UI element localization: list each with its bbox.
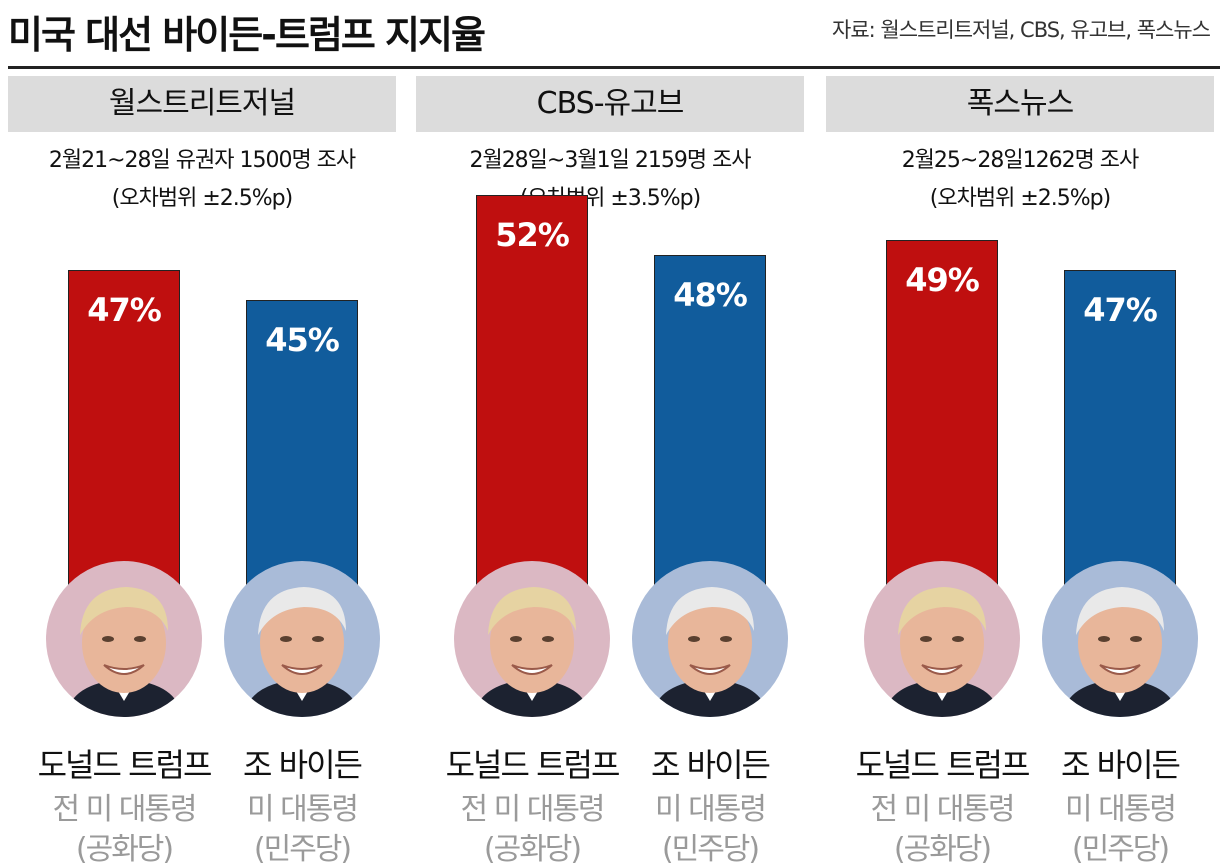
bar-value-label: 48% (673, 276, 748, 314)
chart-panel-3: 폭스뉴스 2월25~28일1262명 조사 (오차범위 ±2.5%p) 49% 도널드 … (826, 76, 1214, 867)
title-divider (8, 66, 1220, 69)
candidate-role: 전 미 대통령 (52, 792, 197, 827)
bar-value-label: 45% (265, 321, 340, 359)
bar-value-label: 52% (495, 216, 570, 254)
face-icon (244, 587, 360, 717)
chart-panel-2: CBS-유고브 2월28일~3월1일 2159명 조사 (오차범위 ±3.5%p) 5… (416, 76, 804, 867)
candidate-name: 조 바이든 (651, 746, 771, 784)
bar-value-label: 47% (87, 291, 162, 329)
margin-of-error: (오차범위 ±2.5%p) (929, 186, 1111, 211)
chart-title: 미국 대선 바이든-트럼프 지지율 (8, 13, 486, 57)
trump-portrait (454, 561, 610, 717)
candidate-role: 미 대통령 (655, 792, 767, 827)
bar-trump: 52% (476, 195, 588, 595)
candidate-name: 도널드 트럼프 (855, 746, 1031, 784)
face-icon (66, 587, 182, 717)
candidate-name: 도널드 트럼프 (445, 746, 621, 784)
candidate-name: 조 바이든 (1061, 746, 1181, 784)
survey-details: 2월28일~3월1일 2159명 조사 (469, 148, 751, 173)
biden-portrait (224, 561, 380, 717)
margin-of-error: (오차범위 ±2.5%p) (111, 186, 293, 211)
chart-panel-1: 월스트리트저널 2월21~28일 유권자 1500명 조사 (오차범위 ±2.5%p… (8, 76, 396, 867)
bar-value-label: 49% (905, 261, 980, 299)
candidate-party: (민주당) (661, 832, 760, 867)
biden-portrait (632, 561, 788, 717)
candidate-party: (민주당) (253, 832, 352, 867)
survey-details: 2월21~28일 유권자 1500명 조사 (48, 148, 356, 173)
bar-biden: 47% (1064, 270, 1176, 595)
bar-biden: 45% (246, 300, 358, 595)
candidate-party: (공화당) (893, 832, 992, 867)
candidate-name: 조 바이든 (243, 746, 363, 784)
candidate-role: 전 미 대통령 (870, 792, 1015, 827)
bar-value-label: 47% (1083, 291, 1158, 329)
bar-trump: 49% (886, 240, 998, 595)
survey-details: 2월25~28일1262명 조사 (901, 148, 1140, 173)
face-icon (474, 587, 590, 717)
face-icon (884, 587, 1000, 717)
bar-trump: 47% (68, 270, 180, 595)
face-icon (1062, 587, 1178, 717)
panel-title: 폭스뉴스 (826, 76, 1214, 132)
candidate-role: 미 대통령 (247, 792, 359, 827)
candidate-party: (공화당) (483, 832, 582, 867)
biden-portrait (1042, 561, 1198, 717)
face-icon (652, 587, 768, 717)
trump-portrait (46, 561, 202, 717)
candidate-name: 도널드 트럼프 (37, 746, 213, 784)
panel-title: 월스트리트저널 (8, 76, 396, 132)
trump-portrait (864, 561, 1020, 717)
panel-title: CBS-유고브 (416, 76, 804, 132)
candidate-role: 미 대통령 (1065, 792, 1177, 827)
source-note: 자료: 월스트리트저널, CBS, 유고브, 폭스뉴스 (832, 18, 1211, 42)
bar-biden: 48% (654, 255, 766, 595)
margin-of-error: (오차범위 ±3.5%p) (519, 186, 701, 211)
candidate-role: 전 미 대통령 (460, 792, 605, 827)
candidate-party: (민주당) (1071, 832, 1170, 867)
candidate-party: (공화당) (75, 832, 174, 867)
